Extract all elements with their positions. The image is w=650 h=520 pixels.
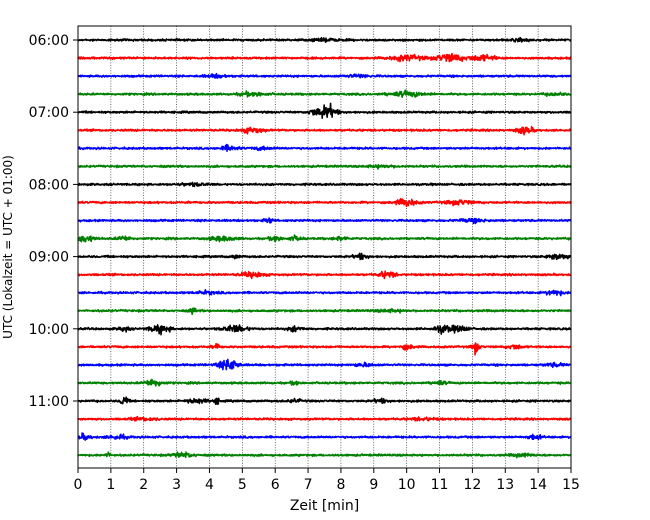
- trace-row-3: [77, 89, 572, 98]
- trace-row-6: [77, 143, 572, 152]
- trace-row-20: [77, 396, 572, 406]
- trace-row-15: [77, 307, 572, 316]
- y-tick-label: 06:00: [29, 33, 69, 49]
- x-tick-label: 12: [463, 477, 481, 493]
- x-tick-label: 2: [139, 477, 148, 493]
- trace-row-0: [77, 36, 572, 43]
- x-axis-ticks: 0 1 2 3 4 5 6 7 8 9 10 11 12 13 14 15: [74, 468, 580, 493]
- x-axis-label: Zeit [min]: [290, 498, 359, 514]
- x-tick-label: 10: [398, 477, 416, 493]
- x-tick-label: 3: [172, 477, 181, 493]
- trace-row-4: [77, 102, 572, 120]
- x-tick-label: 11: [431, 477, 449, 493]
- y-tick-label: 11:00: [29, 394, 69, 410]
- x-tick-label: 7: [304, 477, 313, 493]
- x-tick-label: 6: [271, 477, 280, 493]
- x-tick-label: 15: [562, 477, 580, 493]
- trace-row-23: [77, 451, 572, 459]
- trace-row-11: [77, 234, 572, 243]
- y-axis-label: UTC (Lokalzeit = UTC + 01:00): [1, 155, 15, 339]
- trace-row-7: [77, 163, 572, 170]
- vertical-grid: [110, 26, 539, 468]
- x-tick-label: 14: [529, 477, 547, 493]
- trace-row-22: [77, 432, 572, 441]
- y-tick-label: 10:00: [29, 322, 69, 338]
- x-tick-label: 8: [336, 477, 345, 493]
- trace-row-21: [77, 415, 572, 422]
- trace-row-9: [77, 197, 572, 208]
- seismic-traces: [77, 36, 572, 459]
- y-axis-ticks: 06:00 07:00 08:00 09:00 10:00 11:00: [29, 33, 78, 410]
- trace-row-13: [77, 270, 572, 280]
- x-tick-label: 1: [106, 477, 115, 493]
- trace-row-19: [77, 378, 572, 387]
- y-tick-label: 09:00: [29, 250, 69, 266]
- trace-row-14: [77, 288, 572, 297]
- trace-row-2: [77, 72, 572, 79]
- x-tick-label: 4: [205, 477, 214, 493]
- x-tick-label: 0: [74, 477, 83, 493]
- trace-row-12: [77, 252, 572, 261]
- x-tick-label: 5: [238, 477, 247, 493]
- trace-row-17: [77, 342, 572, 356]
- y-tick-label: 07:00: [29, 105, 69, 121]
- trace-row-5: [77, 125, 572, 136]
- trace-row-8: [77, 181, 572, 188]
- y-tick-label: 08:00: [29, 177, 69, 193]
- x-tick-label: 9: [369, 477, 378, 493]
- plot-frame: [77, 25, 572, 469]
- trace-row-16: [77, 324, 572, 336]
- trace-row-10: [77, 217, 572, 225]
- x-tick-label: 13: [496, 477, 514, 493]
- trace-row-18: [77, 358, 572, 371]
- trace-row-1: [77, 52, 572, 63]
